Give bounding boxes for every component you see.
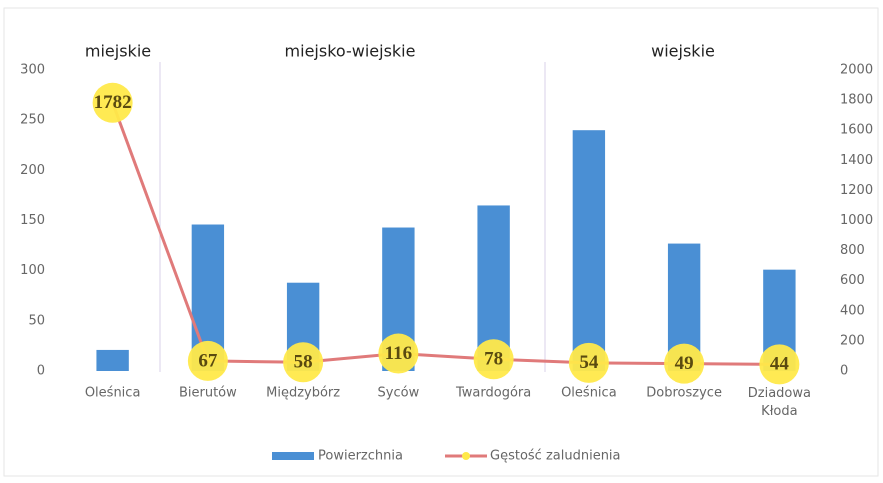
group-label: miejskie — [85, 42, 151, 61]
data-label-bubble — [568, 342, 609, 383]
y2-tick-label: 1200 — [840, 183, 873, 198]
group-label: miejsko-wiejskie — [285, 42, 416, 61]
y2-tick-label: 0 — [840, 364, 848, 379]
x-tick-label: Dobroszyce — [646, 386, 722, 401]
x-tick-label: Oleśnica — [85, 386, 141, 401]
y2-tick-label: 1800 — [840, 93, 873, 108]
legend-swatch — [272, 452, 314, 460]
bar — [96, 349, 129, 371]
chart-frame — [3, 7, 879, 477]
data-label: 116 — [385, 343, 412, 364]
y-tick-label: 0 — [37, 364, 45, 379]
y-tick-label: 200 — [20, 163, 45, 178]
data-label-bubble — [187, 340, 228, 381]
data-label: 1782 — [94, 92, 132, 113]
legend-label: Powierzchnia — [318, 449, 403, 464]
y2-tick-label: 800 — [840, 243, 865, 258]
y2-tick-label: 1000 — [840, 213, 873, 228]
bar — [572, 130, 606, 371]
x-tick-label: Międzybórz — [266, 386, 340, 401]
data-label-bubble — [473, 339, 514, 380]
data-label-bubble — [664, 343, 705, 384]
data-label-bubble — [378, 333, 419, 374]
data-label: 58 — [294, 352, 313, 373]
data-label: 67 — [198, 350, 218, 371]
data-label: 54 — [579, 352, 599, 373]
y2-tick-label: 1400 — [840, 153, 873, 168]
y-tick-label: 250 — [20, 113, 45, 128]
x-tick-label: Twardogóra — [455, 386, 531, 401]
y2-tick-label: 400 — [840, 303, 865, 318]
y-tick-label: 150 — [20, 213, 45, 228]
y-tick-label: 300 — [20, 63, 45, 78]
legend-label: Gęstość zaludnienia — [490, 449, 621, 464]
x-tick-label: Syców — [378, 386, 420, 401]
y-tick-label: 50 — [28, 313, 45, 328]
data-label-bubble — [283, 342, 324, 383]
group-label: wiejskie — [651, 42, 715, 61]
data-label: 49 — [675, 353, 694, 374]
y-tick-label: 100 — [20, 263, 45, 278]
data-label: 78 — [484, 349, 503, 370]
data-label-bubble — [92, 82, 133, 123]
y2-tick-label: 600 — [840, 273, 865, 288]
y2-tick-label: 2000 — [840, 63, 873, 78]
x-tick-label: Oleśnica — [561, 386, 617, 401]
x-tick-label: Bierutów — [179, 386, 237, 401]
data-label: 44 — [770, 354, 790, 375]
x-tick-label: Dziadowa Kłoda — [748, 386, 811, 419]
y2-tick-label: 200 — [840, 333, 865, 348]
data-label-bubble — [759, 344, 800, 385]
y2-tick-label: 1600 — [840, 123, 873, 138]
legend-swatch — [462, 452, 470, 460]
